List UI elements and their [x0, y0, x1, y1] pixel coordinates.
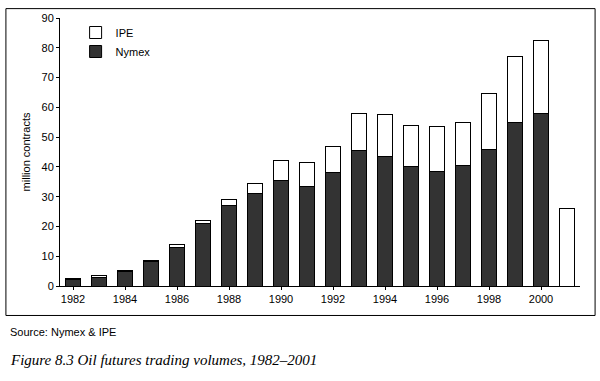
svg-text:IPE: IPE — [116, 27, 134, 39]
svg-text:10: 10 — [42, 250, 54, 262]
svg-text:90: 90 — [42, 12, 54, 24]
svg-text:1998: 1998 — [477, 293, 501, 305]
svg-text:2000: 2000 — [529, 293, 553, 305]
svg-text:80: 80 — [42, 42, 54, 54]
svg-text:70: 70 — [42, 71, 54, 83]
svg-text:Source: Nymex & IPE: Source: Nymex & IPE — [10, 326, 116, 338]
svg-text:20: 20 — [42, 220, 54, 232]
svg-text:1984: 1984 — [113, 293, 137, 305]
svg-text:1990: 1990 — [269, 293, 293, 305]
svg-text:1992: 1992 — [321, 293, 345, 305]
svg-text:1988: 1988 — [217, 293, 241, 305]
svg-text:Nymex: Nymex — [116, 46, 151, 58]
svg-text:1982: 1982 — [61, 293, 85, 305]
svg-text:Figure 8.3 Oil futures trading: Figure 8.3 Oil futures trading volumes, … — [10, 352, 317, 368]
svg-text:50: 50 — [42, 131, 54, 143]
svg-text:million contracts: million contracts — [20, 112, 32, 191]
svg-text:1996: 1996 — [425, 293, 449, 305]
svg-text:1994: 1994 — [373, 293, 397, 305]
svg-text:40: 40 — [42, 161, 54, 173]
svg-text:0: 0 — [48, 280, 54, 292]
svg-text:30: 30 — [42, 191, 54, 203]
svg-text:60: 60 — [42, 101, 54, 113]
svg-text:1986: 1986 — [165, 293, 189, 305]
